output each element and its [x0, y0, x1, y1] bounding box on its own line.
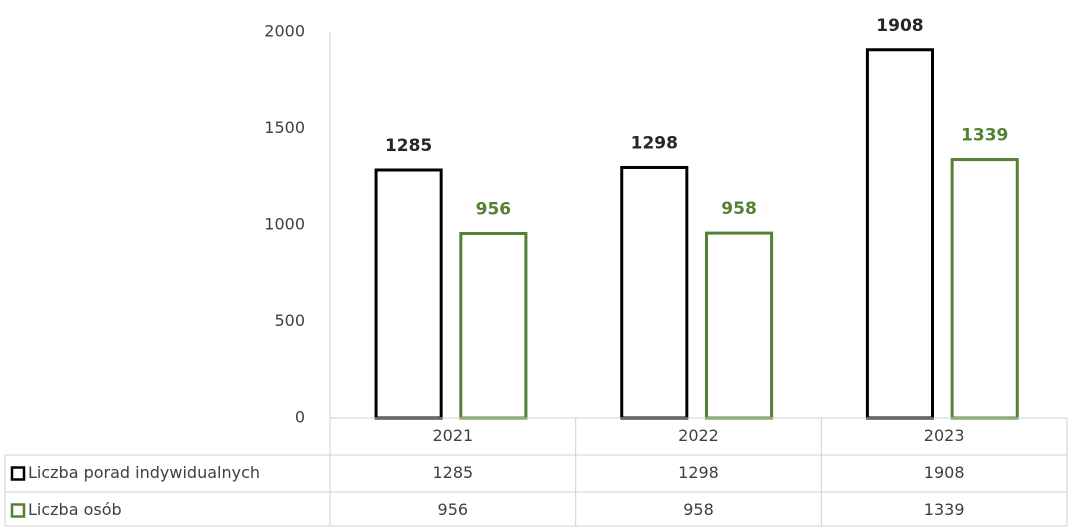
- table-cell: 958: [683, 500, 714, 519]
- table-cell: 1285: [432, 463, 473, 482]
- bar: [374, 168, 443, 420]
- bar: [950, 158, 1019, 420]
- bar: [865, 48, 934, 420]
- data-label: 1285: [385, 136, 432, 156]
- data-label: 1908: [876, 16, 923, 36]
- y-tick-label: 500: [274, 311, 305, 330]
- table-cell: 956: [438, 500, 469, 519]
- y-tick-label: 0: [295, 408, 305, 427]
- legend-key: [10, 503, 26, 518]
- x-tick-label: 2023: [924, 426, 965, 445]
- y-tick-label: 1500: [264, 118, 305, 137]
- table-cell: 1908: [924, 463, 965, 482]
- bar: [459, 231, 528, 420]
- table-cell: 1298: [678, 463, 719, 482]
- legend-label: Liczba porad indywidualnych: [28, 463, 260, 482]
- y-tick-label: 1000: [264, 215, 305, 234]
- bar: [620, 165, 689, 420]
- y-tick-label: 2000: [264, 22, 305, 41]
- data-label: 1339: [961, 126, 1008, 146]
- data-label: 958: [721, 199, 757, 219]
- table-cell: 1339: [924, 500, 965, 519]
- x-tick-label: 2021: [432, 426, 473, 445]
- x-tick-label: 2022: [678, 426, 719, 445]
- data-label: 956: [476, 199, 512, 219]
- legend-key: [10, 466, 26, 481]
- data-label: 1298: [631, 133, 678, 153]
- bar: [704, 231, 774, 420]
- legend-label: Liczba osób: [28, 500, 122, 519]
